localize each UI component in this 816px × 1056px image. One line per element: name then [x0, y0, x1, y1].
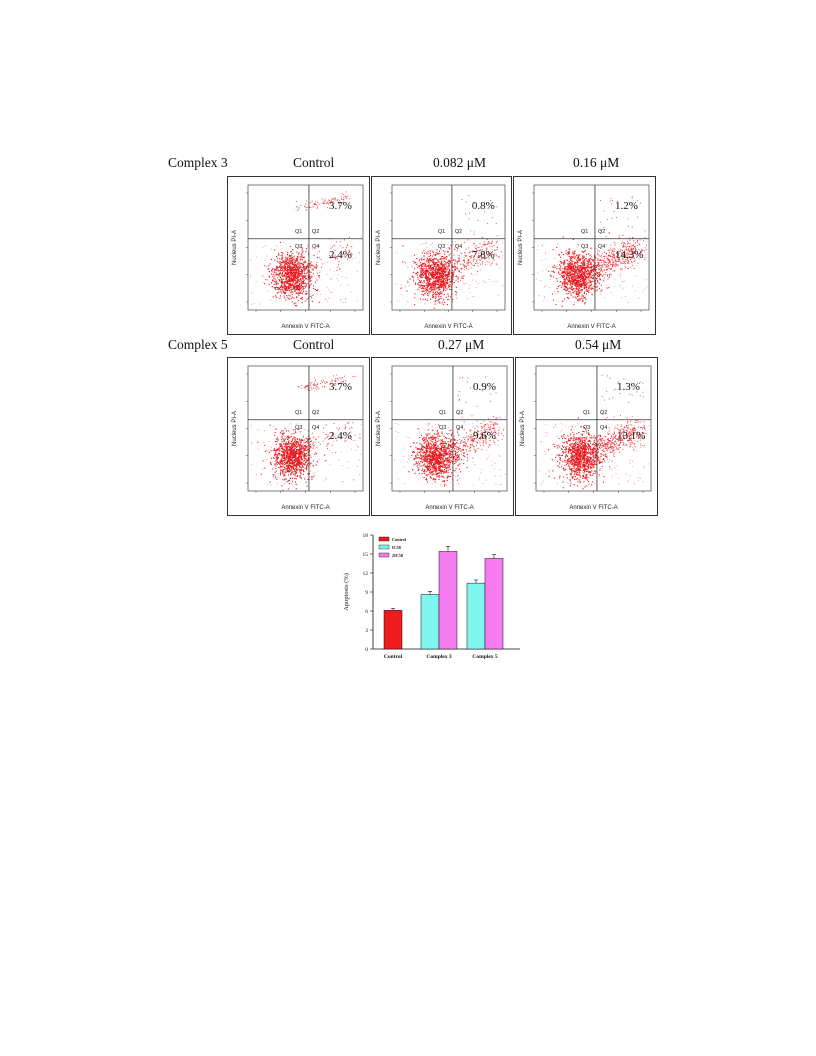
- q4-percent-label: 2.4%: [329, 249, 352, 261]
- quadrant-label-q2: Q2: [455, 229, 462, 235]
- x-tick-label: Control: [384, 654, 403, 660]
- x-tick-label: Complex 5: [472, 654, 497, 660]
- legend-swatch: [378, 552, 390, 558]
- quadrant-label-q2: Q2: [312, 410, 319, 416]
- flow-cytometry-plot: Q1 Q2 Q3 Q4 3.7% 2.4% Annexin V FITC-A Nucleus …: [227, 176, 370, 335]
- quadrant-label-q4: Q4: [312, 244, 319, 250]
- quadrant-label-q4: Q4: [455, 244, 462, 250]
- bar: [420, 594, 440, 650]
- y-axis-title: Apoptosis (%): [343, 573, 350, 611]
- row-label-complex-3: Complex 3: [168, 155, 228, 170]
- y-tick-label: 3: [365, 628, 368, 634]
- dot-cloud: [538, 374, 650, 490]
- bar: [383, 610, 403, 650]
- dot-cloud: [395, 195, 504, 309]
- quadrant-label-q3: Q3: [438, 244, 445, 250]
- legend-label: IC50: [392, 545, 401, 550]
- y-axis-label: Nucleus PI-A: [376, 230, 382, 265]
- quadrant-label-q4: Q4: [312, 425, 319, 431]
- panel-title: 0.54 μM: [575, 337, 622, 352]
- x-axis-label: Annexin V FITC-A: [569, 505, 617, 511]
- panel-title: 0.27 μM: [438, 337, 485, 352]
- quadrant-label-q1: Q1: [295, 229, 302, 235]
- quadrant-label-q1: Q1: [581, 229, 588, 235]
- legend-label: Control: [392, 537, 407, 542]
- quadrant-label-q2: Q2: [600, 410, 607, 416]
- quadrant-label-q4: Q4: [598, 244, 605, 250]
- panel-title: 0.16 μM: [573, 155, 620, 170]
- x-axis-label: Annexin V FITC-A: [424, 324, 472, 330]
- dot-cloud: [536, 196, 648, 307]
- y-axis-label: Nucleus PI-A: [518, 230, 524, 265]
- x-axis-label: Annexin V FITC-A: [281, 324, 329, 330]
- q2-percent-label: 0.8%: [472, 200, 495, 212]
- quadrant-label-q3: Q3: [439, 425, 446, 431]
- legend-swatch: [378, 544, 390, 550]
- q2-percent-label: 3.7%: [329, 200, 352, 212]
- q4-percent-label: 14.3%: [615, 249, 643, 261]
- panel-title: 0.082 μM: [433, 155, 486, 170]
- legend-label: 2IC50: [392, 553, 403, 558]
- x-axis-label: Annexin V FITC-A: [425, 505, 473, 511]
- q2-percent-label: 0.9%: [473, 381, 496, 393]
- y-tick-label: 15: [363, 552, 369, 558]
- quadrant-label-q1: Q1: [439, 410, 446, 416]
- y-axis-label: Nucleus PI-A: [232, 230, 238, 265]
- y-tick-label: 18: [363, 533, 369, 539]
- panel-title: Control: [293, 337, 335, 352]
- bar: [484, 558, 504, 650]
- q4-percent-label: 9.6%: [473, 430, 496, 442]
- q2-percent-label: 1.3%: [617, 381, 640, 393]
- q4-percent-label: 2.4%: [329, 430, 352, 442]
- quadrant-label-q2: Q2: [456, 410, 463, 416]
- dot-cloud: [250, 191, 360, 307]
- row-label-complex-5: Complex 5: [168, 337, 228, 352]
- flow-cytometry-plot: Q1 Q2 Q3 Q4 0.9% 9.6% Annexin V FITC-A Nucleus …: [371, 357, 514, 516]
- q2-percent-label: 1.2%: [615, 200, 638, 212]
- q2-percent-label: 3.7%: [329, 381, 352, 393]
- quadrant-label-q4: Q4: [456, 425, 463, 431]
- bar: [438, 551, 458, 650]
- quadrant-label-q1: Q1: [583, 410, 590, 416]
- quadrant-label-q2: Q2: [312, 229, 319, 235]
- quadrant-label-q2: Q2: [598, 229, 605, 235]
- panel-title: Control: [293, 155, 335, 170]
- quadrant-label-q1: Q1: [295, 410, 302, 416]
- y-axis-label: Nucleus PI-A: [376, 411, 382, 446]
- flow-cytometry-plot: Q1 Q2 Q3 Q4 1.2% 14.3% Annexin V FITC-A Nucleus…: [513, 176, 656, 335]
- y-axis-label: Nucleus PI-A: [232, 411, 238, 446]
- apoptosis-bar-chart: 0 3 6 9 12 15 18 Apoptosis (%) Control Complex 3 C…: [343, 533, 520, 660]
- q4-percent-label: 7.8%: [472, 249, 495, 261]
- legend-swatch: [378, 536, 390, 542]
- flow-cytometry-plot: Q1 Q2 Q3 Q4 1.3% 13.1% Annexin V FITC-A Nucleus…: [515, 357, 658, 516]
- flow-cytometry-plot: Q1 Q2 Q3 Q4 0.8% 7.8% Annexin V FITC-A Nucleus …: [371, 176, 512, 335]
- dot-cloud: [394, 376, 506, 487]
- q4-percent-label: 13.1%: [617, 430, 645, 442]
- flow-cytometry-plot: Q1 Q2 Q3 Q4 3.7% 2.4% Annexin V FITC-A Nucleus …: [227, 357, 370, 516]
- quadrant-label-q3: Q3: [583, 425, 590, 431]
- y-tick-label: 6: [365, 609, 368, 615]
- y-tick-label: 0: [365, 647, 368, 653]
- y-tick-label: 9: [365, 590, 368, 596]
- y-tick-label: 12: [363, 571, 369, 577]
- y-axis-label: Nucleus PI-A: [520, 411, 526, 446]
- bar: [466, 582, 486, 650]
- quadrant-label-q3: Q3: [295, 425, 302, 431]
- quadrant-label-q4: Q4: [600, 425, 607, 431]
- x-tick-label: Complex 3: [426, 654, 451, 660]
- quadrant-label-q1: Q1: [438, 229, 445, 235]
- quadrant-label-q3: Q3: [295, 244, 302, 250]
- quadrant-label-q3: Q3: [581, 244, 588, 250]
- x-axis-label: Annexin V FITC-A: [281, 505, 329, 511]
- x-axis-label: Annexin V FITC-A: [567, 324, 615, 330]
